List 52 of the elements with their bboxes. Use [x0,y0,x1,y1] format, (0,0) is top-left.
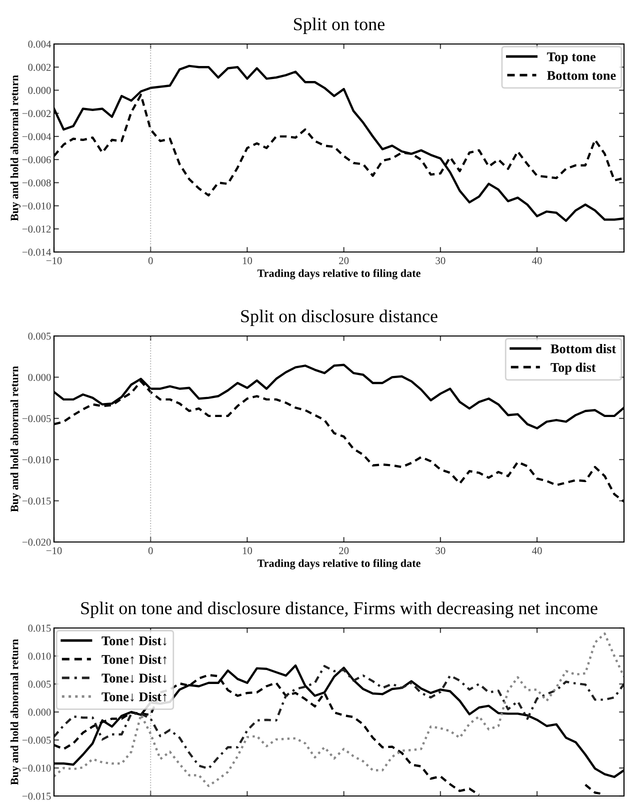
y-tick-label: −0.015 [22,792,51,800]
y-tick-label: 0.000 [28,708,51,716]
x-tick-label: 40 [532,547,542,554]
x-axis-title: Trading days relative to filing date [257,269,420,280]
x-tick-label: 0 [148,547,153,554]
y-tick-label: −0.005 [22,415,51,422]
x-tick-label: −10 [46,257,62,264]
legend-label: Top tone [547,52,596,64]
y-tick-label: −0.015 [22,497,51,505]
y-tick-label: −0.006 [22,156,51,164]
y-axis-title: Buy and hold abnormal return [10,75,21,221]
y-tick-label: 0.004 [28,40,52,48]
y-tick-label: −0.004 [22,133,52,140]
x-tick-label: 0 [148,257,153,264]
y-axis-title: Buy and hold abnormal return [10,366,21,512]
x-tick-label: 30 [436,257,446,264]
y-tick-label: −0.010 [22,202,51,210]
y-tick-label: −0.012 [22,226,51,233]
y-tick-label: −0.010 [22,764,51,772]
legend-label: Bottom tone [547,71,616,80]
chart-title: Split on disclosure distance [241,310,438,326]
legend-label: Bottom dist [550,344,616,354]
y-tick-label: −0.014 [22,248,52,256]
y-tick-label: −0.005 [22,736,51,744]
y-tick-label: 0.000 [28,86,51,94]
x-tick-label: −10 [46,547,62,554]
x-tick-label: 10 [242,547,252,554]
y-tick-label: 0.015 [28,624,51,632]
legend-label: Tone↑ Dist↑ [102,654,166,664]
x-tick-label: 20 [339,547,349,554]
legend-label: Tone↓ Dist↑ [102,692,166,702]
chart-title: Split on tone and disclosure distance, Firms with decreasing net income [81,602,598,618]
y-tick-label: 0.000 [28,374,51,381]
y-tick-label: −0.008 [22,179,51,186]
x-tick-label: 20 [339,257,349,264]
line-series [54,632,624,788]
y-axis-title: Buy and hold abnormal return [10,639,21,785]
x-tick-label: 30 [436,547,446,554]
chart-title: Split on tone [294,18,385,34]
x-tick-label: 10 [242,257,252,264]
x-tick-label: 40 [532,257,542,264]
y-tick-label: −0.020 [22,538,51,546]
y-tick-label: 0.005 [28,332,51,340]
y-tick-label: 0.010 [28,652,51,660]
legend-label: Top dist [550,362,596,375]
legend-label: Tone↓ Dist↓ [102,673,166,683]
y-tick-label: 0.002 [28,64,51,71]
x-axis-title: Trading days relative to filing date [257,559,420,570]
legend-label: Tone↑ Dist↓ [102,636,166,646]
y-tick-label: −0.002 [22,110,51,118]
y-tick-label: −0.010 [22,456,51,464]
y-tick-label: 0.005 [28,680,51,688]
